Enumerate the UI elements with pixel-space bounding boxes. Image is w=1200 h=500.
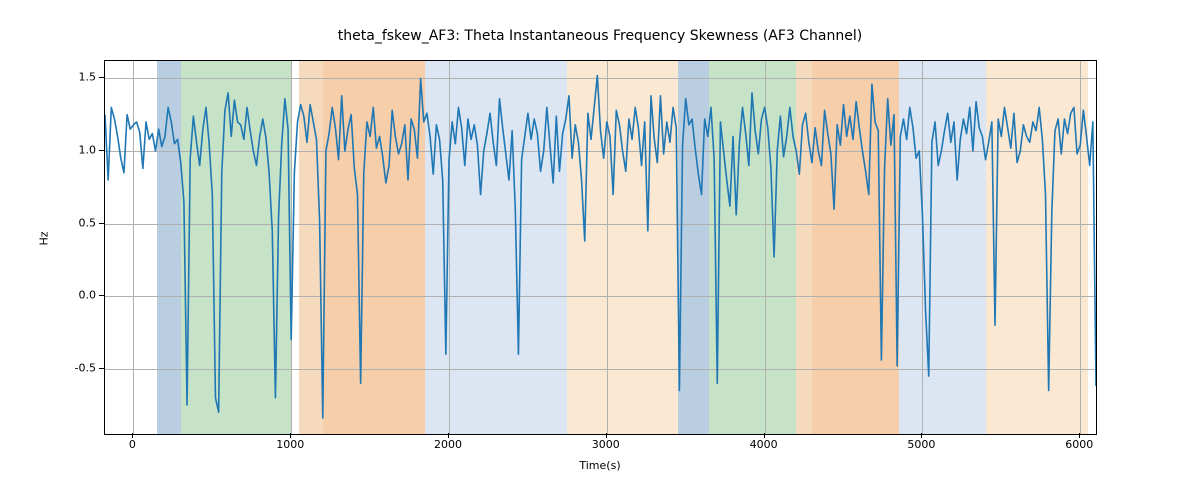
line-series <box>105 61 1096 434</box>
x-tick-label: 1000 <box>260 438 320 451</box>
x-tick-mark <box>290 433 291 438</box>
plot-area <box>104 60 1097 435</box>
x-tick-mark <box>606 433 607 438</box>
x-axis-label: Time(s) <box>0 459 1200 472</box>
x-tick-label: 6000 <box>1049 438 1109 451</box>
y-tick-label: 1.0 <box>6 143 96 156</box>
y-axis-label: Hz <box>38 231 51 245</box>
x-tick-label: 3000 <box>576 438 636 451</box>
x-tick-mark <box>764 433 765 438</box>
y-tick-mark <box>99 77 104 78</box>
y-tick-mark <box>99 368 104 369</box>
y-tick-mark <box>99 223 104 224</box>
x-tick-label: 4000 <box>734 438 794 451</box>
chart-title: theta_fskew_AF3: Theta Instantaneous Fre… <box>0 28 1200 44</box>
y-tick-label: 0.5 <box>6 216 96 229</box>
y-tick-label: 0.0 <box>6 289 96 302</box>
x-tick-mark <box>1079 433 1080 438</box>
chart-container: theta_fskew_AF3: Theta Instantaneous Fre… <box>0 0 1200 500</box>
x-tick-mark <box>448 433 449 438</box>
y-tick-label: 1.5 <box>6 71 96 84</box>
y-tick-label: -0.5 <box>6 361 96 374</box>
x-tick-mark <box>921 433 922 438</box>
line-path <box>105 76 1096 419</box>
x-tick-label: 0 <box>102 438 162 451</box>
x-tick-label: 2000 <box>418 438 478 451</box>
x-tick-label: 5000 <box>891 438 951 451</box>
y-tick-mark <box>99 150 104 151</box>
y-tick-mark <box>99 295 104 296</box>
x-tick-mark <box>132 433 133 438</box>
